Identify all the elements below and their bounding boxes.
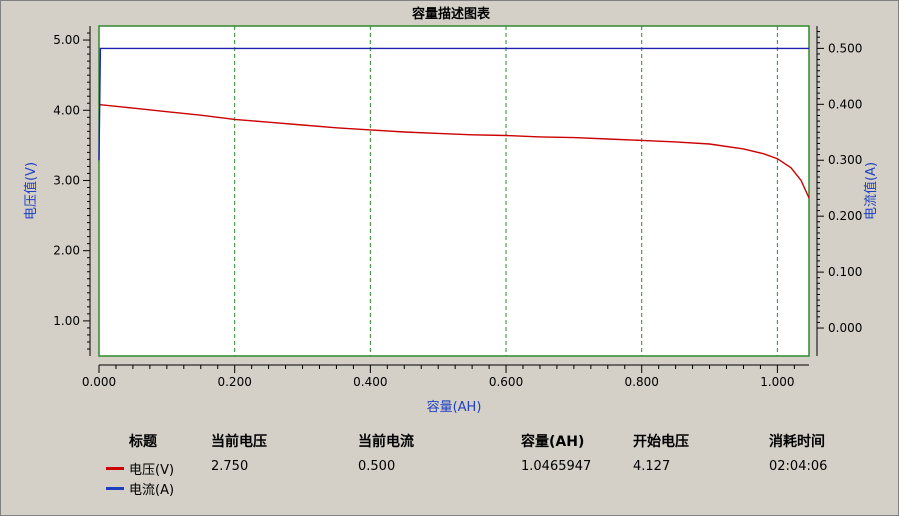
y-right-tick-label: 0.200 [828, 209, 862, 223]
legend-header-current: 当前电流 [358, 434, 414, 450]
x-tick-label: 1.000 [760, 375, 794, 389]
chart-title: 容量描述图表 [411, 6, 491, 22]
y-axis-left-title: 电压值(V) [23, 162, 39, 220]
y-left-tick-label: 2.00 [53, 244, 80, 258]
y-left-tick-label: 3.00 [53, 173, 80, 187]
y-left-tick-label: 4.00 [53, 103, 80, 117]
series-lines [98, 47, 810, 199]
current-current-value: 0.500 [358, 459, 396, 474]
current-series-line [98, 47, 809, 161]
axes: 0.000 0.200 0.400 0.600 0.800 1.000 1.00 2.00 3.… [53, 26, 862, 389]
legend-row-current: 电流(A) [101, 479, 861, 499]
grid-lines [234, 26, 778, 356]
legend-header-elapsed: 消耗时间 [769, 434, 825, 450]
y-right-tick-label: 0.100 [828, 265, 862, 279]
legend-series-name: 电流(A) [129, 483, 175, 498]
y-right-tick-label: 0.500 [828, 41, 862, 55]
y-left-tick-label: 5.00 [53, 33, 80, 47]
voltage-series-line [98, 103, 810, 199]
legend-swatch-current [106, 487, 124, 490]
x-tick-label: 0.600 [489, 375, 523, 389]
chart-canvas: 容量描述图表 0.000 0.200 0.400 0.600 0.800 1.000 1.0… [23, 6, 879, 415]
elapsed-time-value: 02:04:06 [769, 459, 828, 474]
legend-swatch-voltage [106, 467, 124, 470]
legend-header-start-voltage: 开始电压 [633, 434, 689, 450]
x-tick-label: 0.400 [353, 375, 387, 389]
legend-header-title: 标题 [129, 434, 157, 450]
legend-series-name: 电压(V) [129, 463, 175, 478]
legend-header-voltage: 当前电压 [211, 434, 267, 450]
capacity-value: 1.0465947 [521, 459, 592, 474]
x-tick-label: 0.800 [625, 375, 659, 389]
x-tick-label: 0.000 [82, 375, 116, 389]
y-right-tick-label: 0.300 [828, 153, 862, 167]
start-voltage-value: 4.127 [633, 459, 671, 474]
y-right-tick-label: 0.000 [828, 321, 862, 335]
plot-area [98, 25, 810, 357]
x-axis-title: 容量(AH) [427, 399, 482, 415]
y-axis-right-title: 电流值(A) [863, 162, 879, 220]
legend-header-row: 标题 当前电压 当前电流 容量(AH) 开始电压 消耗时间 [101, 431, 861, 451]
y-right-tick-label: 0.400 [828, 97, 862, 111]
current-voltage-value: 2.750 [211, 459, 249, 474]
legend-header-capacity: 容量(AH) [521, 434, 585, 450]
y-left-tick-label: 1.00 [53, 314, 80, 328]
x-tick-label: 0.200 [217, 375, 251, 389]
legend-row-voltage: 电压(V) 2.750 0.500 1.0465947 4.127 02:04:… [101, 459, 861, 479]
